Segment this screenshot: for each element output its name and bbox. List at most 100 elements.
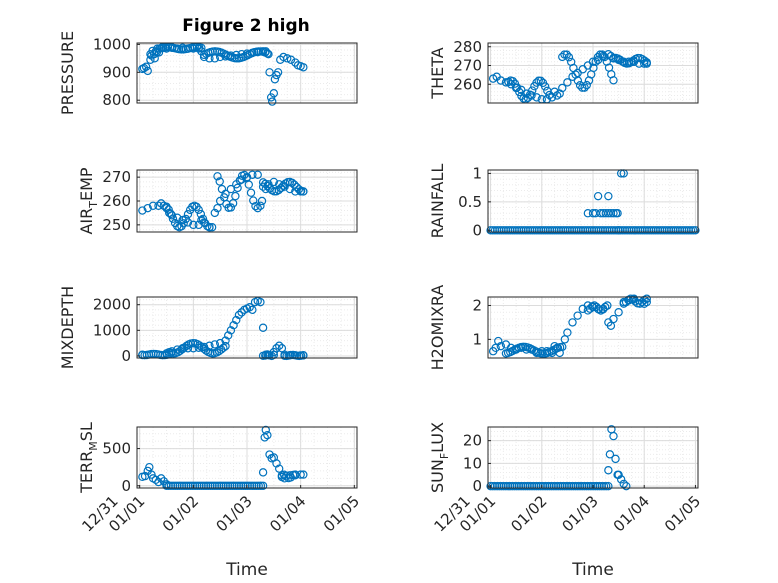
data-point <box>268 97 277 106</box>
data-point <box>219 481 228 490</box>
data-point <box>164 208 174 218</box>
data-point <box>269 89 279 98</box>
data-point <box>226 51 236 60</box>
data-point <box>593 304 603 314</box>
data-point <box>286 55 296 64</box>
data-point <box>237 49 246 59</box>
data-point <box>642 294 651 303</box>
data-point <box>205 223 214 232</box>
data-point <box>269 177 279 187</box>
data-point <box>244 180 253 189</box>
data-point <box>213 203 222 213</box>
data-point <box>619 57 628 66</box>
data-point <box>225 481 235 490</box>
x-axis-label: Time <box>225 560 268 580</box>
data-point <box>261 184 270 194</box>
data-point <box>492 481 502 491</box>
data-point <box>573 311 582 320</box>
data-point <box>256 481 266 490</box>
data-point <box>145 462 154 472</box>
data-point <box>521 481 530 491</box>
data-point <box>598 50 607 59</box>
data-point <box>205 54 214 63</box>
axes-frame <box>136 296 358 359</box>
data-point <box>251 201 260 211</box>
data-point <box>506 343 516 353</box>
data-point <box>616 475 626 484</box>
data-point <box>148 201 158 210</box>
data-point <box>266 93 276 102</box>
data-point <box>296 351 305 360</box>
data-point <box>223 481 233 490</box>
data-point <box>613 209 622 218</box>
data-point <box>568 318 577 327</box>
data-point <box>614 55 623 65</box>
data-point <box>249 196 258 205</box>
data-point <box>601 481 611 491</box>
y-tick-label: 500 <box>102 440 131 458</box>
data-point <box>188 481 198 490</box>
data-point <box>173 213 182 222</box>
y-axis-label: THETA <box>428 47 447 99</box>
x-tick-label: 01/03 <box>213 492 256 535</box>
data-point <box>173 345 182 354</box>
data-point <box>545 481 554 491</box>
data-point <box>204 481 213 490</box>
data-point <box>272 344 281 353</box>
figure-title: Figure 2 high <box>182 16 310 36</box>
data-point <box>215 177 224 186</box>
y-tick-label: 0.5 <box>458 193 482 211</box>
data-point <box>189 220 198 230</box>
data-point <box>522 89 531 98</box>
data-point <box>253 48 262 57</box>
data-point <box>168 214 178 223</box>
data-point <box>495 481 504 491</box>
data-point <box>274 341 284 350</box>
data-point <box>217 481 226 490</box>
y-tick-label: 20 <box>463 432 482 450</box>
data-point <box>501 481 511 491</box>
x-axis-label: Time <box>571 560 614 580</box>
data-point <box>536 76 546 85</box>
x-tick-label: 01/02 <box>159 492 202 535</box>
y-tick-label: 2 <box>472 296 482 314</box>
data-point <box>591 57 600 66</box>
data-point <box>173 481 182 490</box>
data-point <box>605 450 615 459</box>
y-axis-label: TERRMSL <box>77 422 100 494</box>
data-point <box>552 91 562 100</box>
y-tick-label: 250 <box>102 216 131 234</box>
data-point <box>553 481 563 491</box>
y-tick-label: 1 <box>472 330 482 348</box>
data-point <box>604 209 613 218</box>
y-tick-label: 0 <box>472 221 482 239</box>
y-axis-label: AIRTEMP <box>77 167 100 234</box>
data-point <box>558 481 567 491</box>
data-point <box>232 180 241 189</box>
data-point <box>226 184 236 194</box>
data-point <box>178 215 187 225</box>
data-point <box>194 44 203 53</box>
data-point <box>588 302 598 312</box>
data-point <box>171 481 180 490</box>
data-point <box>640 59 649 68</box>
subplot-1: 800 900 1000 PRESSURE <box>58 31 358 115</box>
data-point <box>532 481 541 491</box>
data-point <box>237 308 246 317</box>
data-point <box>599 481 609 491</box>
data-point <box>571 481 580 491</box>
data-point <box>611 454 620 464</box>
data-point <box>210 481 220 490</box>
data-point <box>207 223 217 232</box>
y-axis-label: H2OMIXRA <box>428 285 447 371</box>
x-tick-label: 01/03 <box>559 492 602 535</box>
data-point <box>242 172 252 182</box>
data-point <box>514 481 524 491</box>
data-point <box>215 196 225 206</box>
data-point <box>575 481 585 491</box>
data-point <box>179 481 189 490</box>
data-point <box>604 466 613 475</box>
data-point <box>245 481 255 490</box>
data-point <box>205 341 214 350</box>
data-point <box>243 481 252 490</box>
